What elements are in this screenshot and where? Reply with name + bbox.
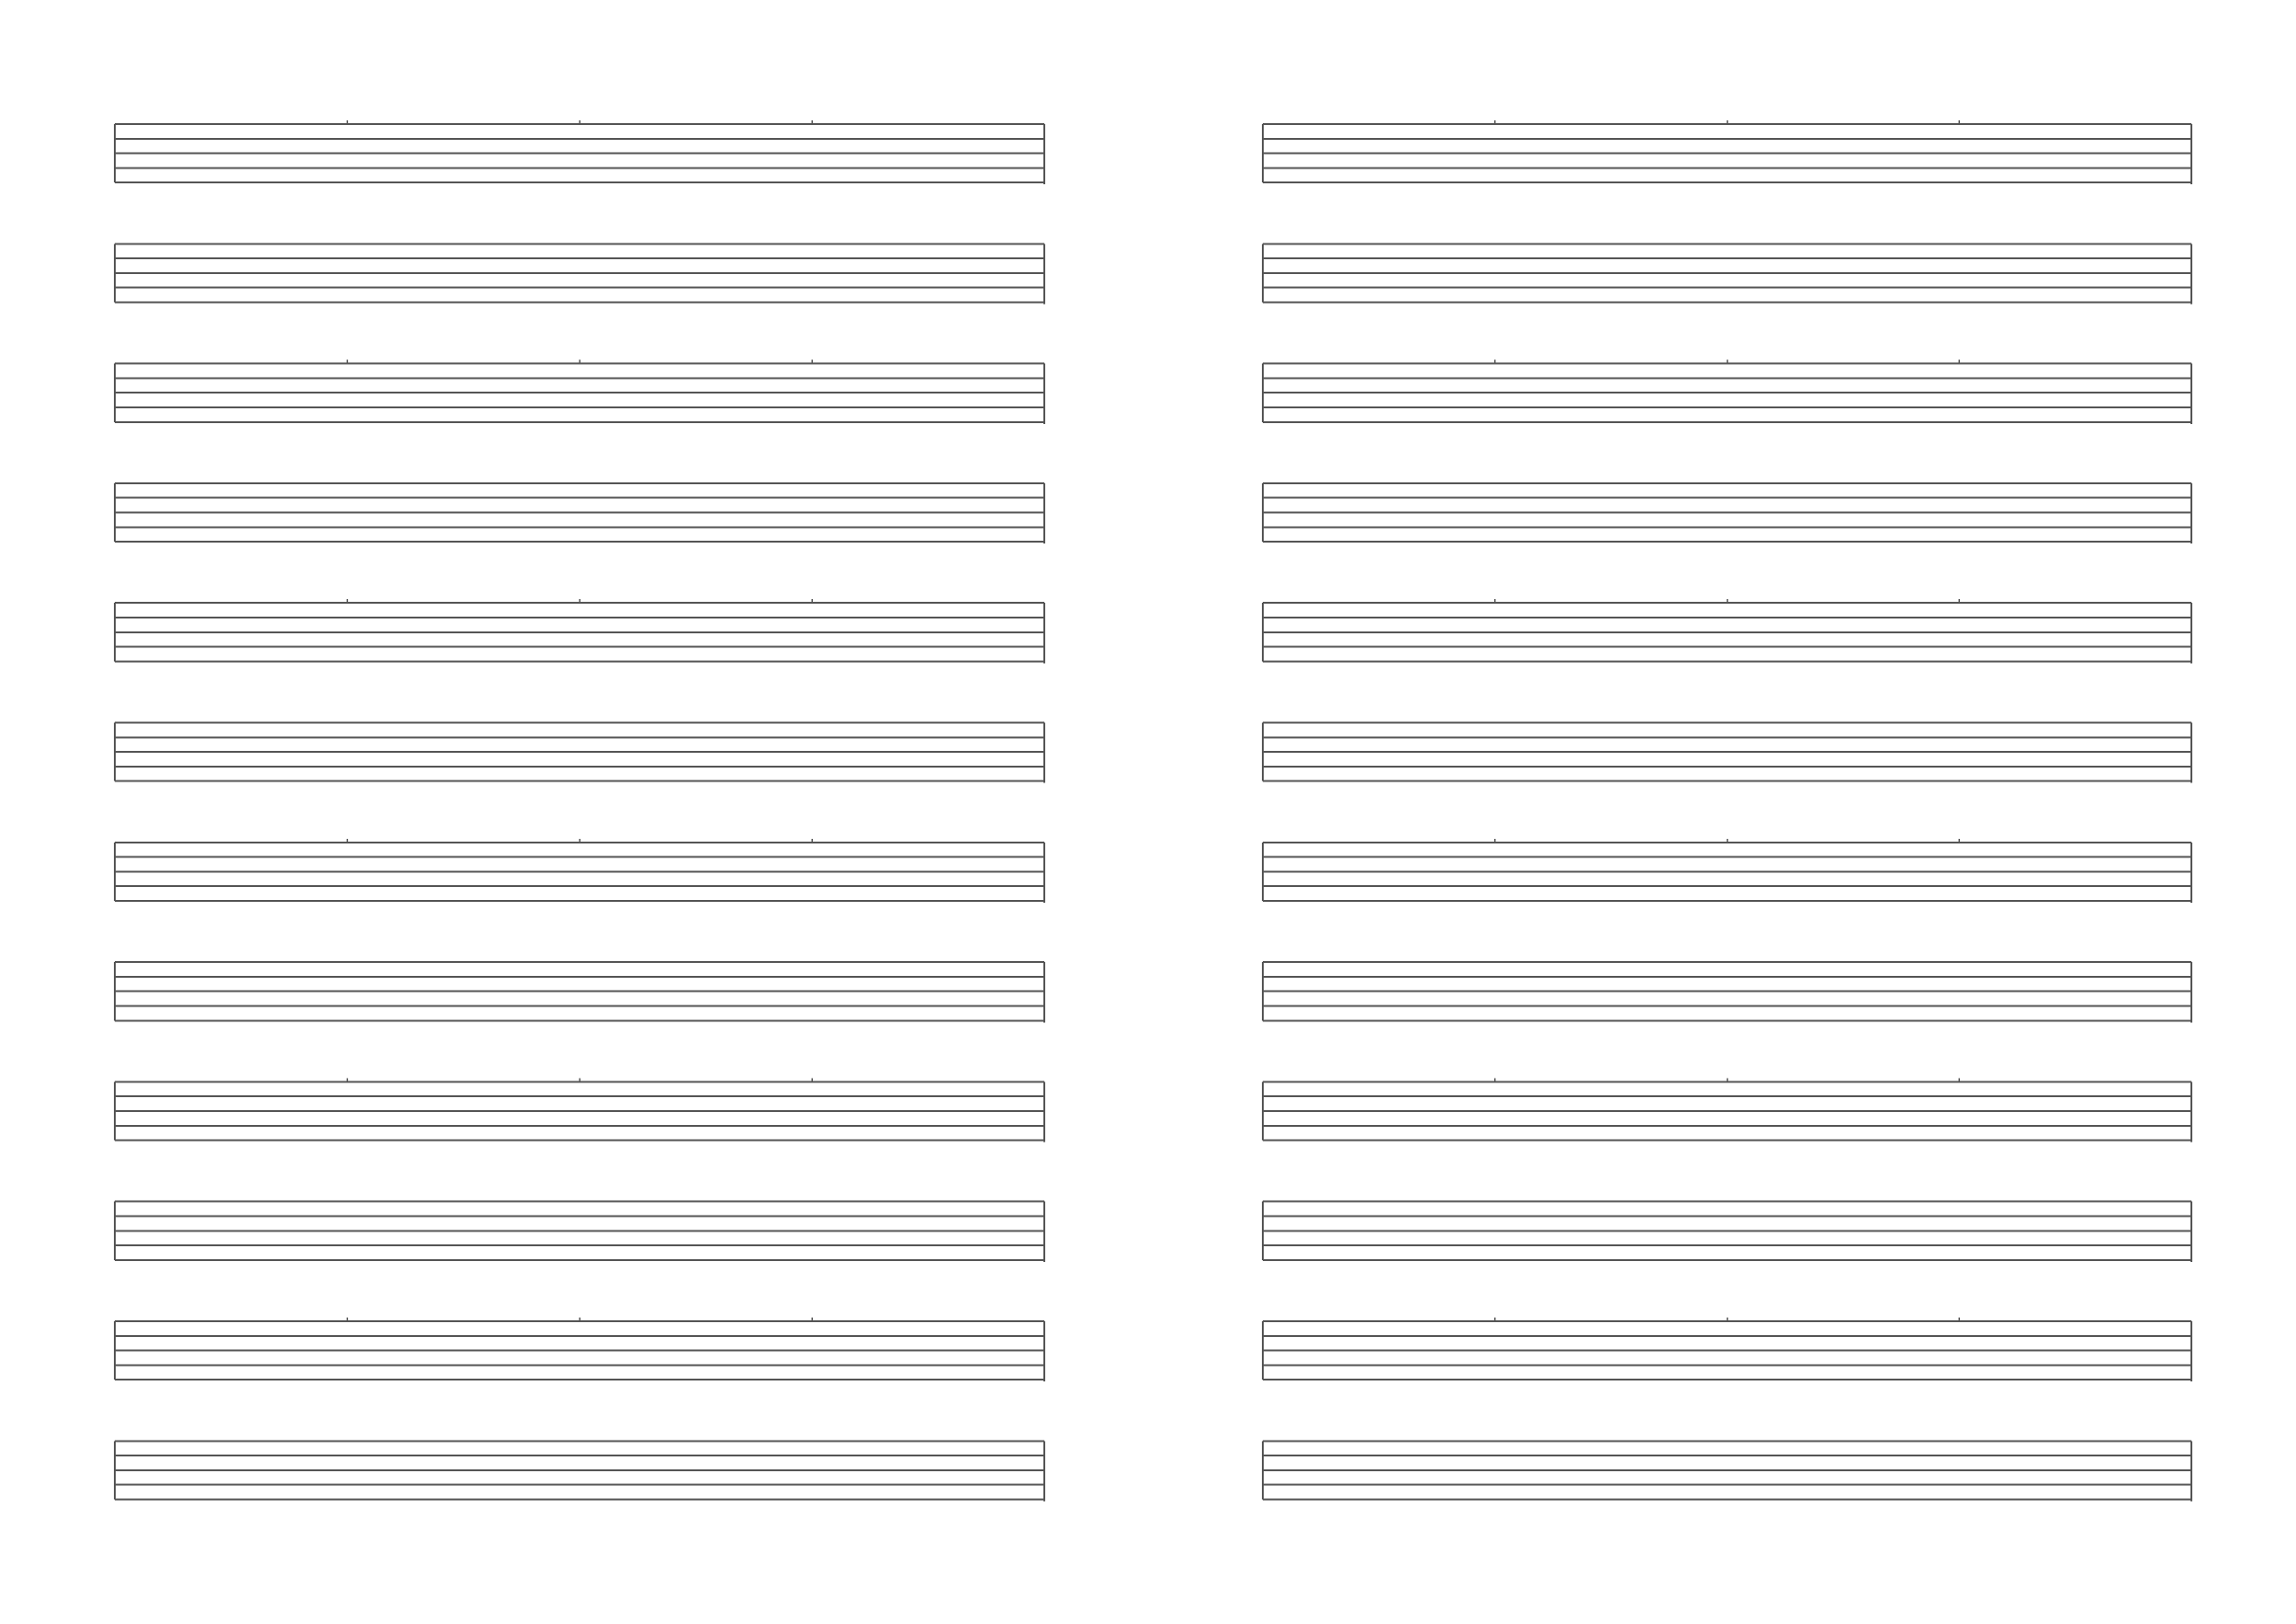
staff xyxy=(1262,243,2192,305)
staff xyxy=(1262,961,2192,1023)
staff xyxy=(1262,599,2192,664)
staff xyxy=(114,359,1045,424)
staff xyxy=(1262,838,2192,903)
staff xyxy=(114,120,1045,185)
staff xyxy=(1262,1078,2192,1143)
staff xyxy=(114,481,1045,544)
staff xyxy=(1262,120,2192,185)
staff xyxy=(1262,721,2192,783)
staff xyxy=(114,599,1045,664)
staff xyxy=(1262,1318,2192,1382)
staff xyxy=(114,243,1045,305)
staves-group xyxy=(114,120,2192,1502)
staff xyxy=(114,1318,1045,1382)
staff xyxy=(1262,359,2192,424)
staff xyxy=(114,961,1045,1023)
staff xyxy=(114,1200,1045,1262)
staff xyxy=(114,838,1045,903)
staff xyxy=(1262,1200,2192,1262)
staff xyxy=(1262,1440,2192,1502)
staff xyxy=(114,1440,1045,1502)
staff xyxy=(114,1078,1045,1143)
staff xyxy=(114,721,1045,783)
staff xyxy=(1262,481,2192,544)
